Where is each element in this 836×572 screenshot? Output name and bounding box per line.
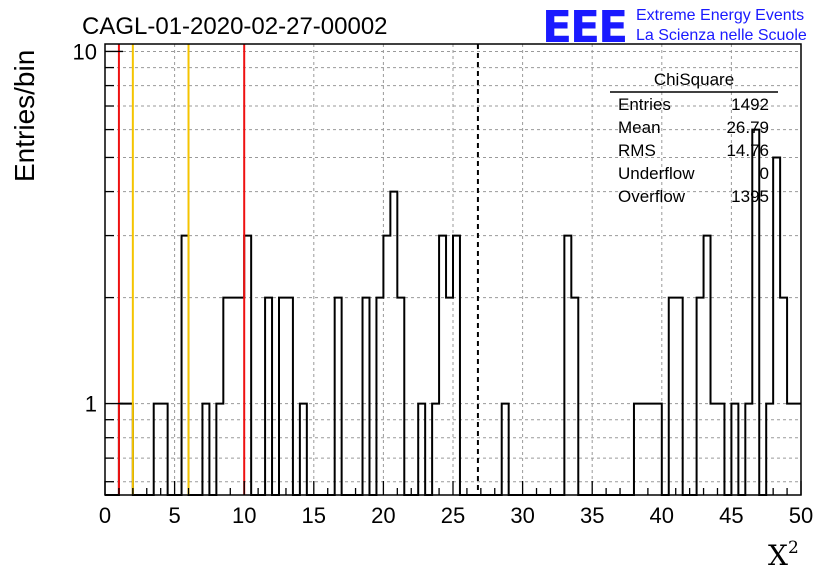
x-tick-label: 15 bbox=[302, 503, 326, 528]
stats-row-value: 14.76 bbox=[726, 141, 769, 160]
stats-box-name: ChiSquare bbox=[654, 70, 734, 89]
stats-box: ChiSquare Entries 1492 Mean 26.79 RMS 14.76 Un… bbox=[610, 70, 778, 206]
eee-logo: EEE Extreme Energy Events La Scienza nel… bbox=[542, 2, 807, 53]
histogram-outline bbox=[105, 128, 801, 496]
stats-row-label: RMS bbox=[618, 141, 656, 160]
y-axis-ticks: 1 10 bbox=[73, 39, 123, 483]
y-axis-label: Entries/bin bbox=[9, 50, 40, 182]
chart-title: CAGL-01-2020-02-27-00002 bbox=[82, 13, 388, 40]
stats-row-value: 1395 bbox=[731, 187, 769, 206]
x-tick-label: 20 bbox=[371, 503, 395, 528]
y-tick-label: 1 bbox=[85, 392, 97, 417]
reference-lines bbox=[117, 44, 479, 495]
x-axis-ticks: 0 5 10 15 20 25 30 35 40 45 50 bbox=[99, 481, 813, 528]
y-tick-label: 10 bbox=[73, 39, 97, 64]
x-axis-label: X2 bbox=[768, 538, 799, 572]
x-tick-label: 40 bbox=[650, 503, 674, 528]
stats-row-value: 1492 bbox=[731, 95, 769, 114]
eee-logo-line2: La Scienza nelle Scuole bbox=[636, 27, 807, 44]
x-tick-label: 25 bbox=[441, 503, 465, 528]
x-tick-label: 50 bbox=[789, 503, 813, 528]
x-tick-label: 0 bbox=[99, 503, 111, 528]
x-tick-label: 5 bbox=[168, 503, 180, 528]
eee-logo-mark: EEE bbox=[542, 2, 626, 53]
stats-row-label: Underflow bbox=[618, 164, 695, 183]
x-axis-label-sup: 2 bbox=[788, 538, 799, 558]
stats-row-label: Entries bbox=[618, 95, 671, 114]
stats-row-value: 26.79 bbox=[726, 118, 769, 137]
stats-box-rows: Entries 1492 Mean 26.79 RMS 14.76 Underflow 0 Ov… bbox=[618, 95, 769, 206]
stats-row-label: Mean bbox=[618, 118, 661, 137]
x-axis-label-base: X bbox=[768, 539, 788, 572]
stats-row-label: Overflow bbox=[618, 187, 686, 206]
histogram bbox=[105, 128, 801, 496]
x-tick-label: 35 bbox=[580, 503, 604, 528]
x-tick-label: 45 bbox=[719, 503, 743, 528]
x-tick-label: 10 bbox=[232, 503, 256, 528]
eee-logo-line1: Extreme Energy Events bbox=[636, 7, 804, 24]
x-tick-label: 30 bbox=[510, 503, 534, 528]
stats-row-value: 0 bbox=[760, 164, 769, 183]
